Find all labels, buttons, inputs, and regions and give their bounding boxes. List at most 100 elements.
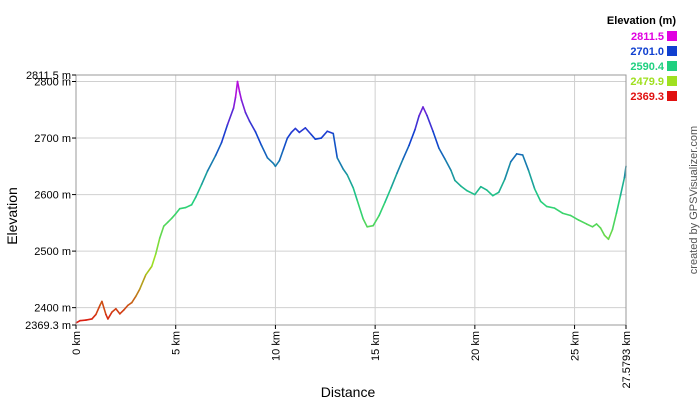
legend-value: 2811.5 [631, 31, 664, 43]
profile-segment [314, 137, 323, 140]
profile-segment [414, 115, 420, 131]
profile-segment [214, 141, 223, 157]
legend-title: Elevation (m) [607, 15, 676, 27]
profile-segment [372, 214, 380, 227]
profile-segment [254, 131, 263, 147]
profile-segment [561, 212, 572, 217]
profile-segment [474, 185, 482, 196]
profile-segment [418, 106, 424, 117]
profile-segment [527, 170, 536, 190]
profile-segment [286, 131, 293, 139]
profile-segment [248, 120, 257, 133]
x-axis-tick-labels: 0 km 5 km 10 km 15 km 20 km 25 km 27.5793 km [71, 325, 633, 388]
profile-segment [95, 304, 101, 316]
profile-segment [274, 159, 281, 168]
profile-segment [569, 214, 580, 221]
profile-segment [515, 153, 524, 156]
profile-segment [432, 130, 440, 150]
profile-segment [79, 319, 87, 322]
y-tick-label: 2400 m [34, 303, 71, 315]
x-tick-label: 27.5793 km [621, 331, 633, 388]
profile-segment [240, 99, 247, 114]
profile-segment [444, 158, 452, 172]
x-tick-label: 20 km [470, 331, 482, 361]
profile-segment [304, 127, 313, 136]
legend-value: 2590.4 [630, 61, 665, 73]
profile-segment [85, 318, 93, 321]
profile-segment [101, 300, 107, 316]
profile-segment [244, 111, 251, 122]
profile-segment [266, 157, 275, 165]
x-tick-label: 15 km [370, 331, 382, 361]
profile-segment [91, 313, 97, 320]
profile-segment [174, 207, 181, 215]
profile-segment [356, 199, 364, 220]
profile-segment [115, 307, 121, 315]
legend-value: 2479.9 [630, 76, 664, 88]
legend: Elevation (m) 2811.5 2701.0 2590.4 2479.9 23… [607, 15, 677, 103]
legend-swatch [667, 31, 677, 41]
profile-segment [220, 123, 229, 144]
profile-segment [497, 178, 506, 194]
credit-text: created by GPSVisualizer.com [688, 126, 700, 274]
legend-swatch [667, 46, 677, 56]
profile-segment [336, 157, 345, 170]
profile-segment [553, 207, 564, 215]
y-tick-label: 2700 m [34, 133, 71, 145]
profile-segment [438, 147, 446, 160]
profile-segment [486, 189, 494, 197]
profile-segment [509, 153, 518, 163]
y-tick-label: 2811.5 m [26, 70, 71, 82]
profile-segment [577, 219, 588, 225]
profile-segment [310, 133, 317, 140]
y-tick-label: 2800 m [34, 77, 71, 89]
profile-segment [139, 274, 147, 290]
profile-segment [466, 189, 476, 196]
profile-segment [454, 179, 462, 187]
profile-segment [342, 168, 349, 176]
axes [75, 74, 627, 326]
profile-segment [232, 96, 237, 109]
profile-segment [145, 265, 153, 276]
profile-segment [282, 137, 289, 151]
profile-segment [131, 295, 137, 304]
profile-segment [384, 186, 392, 203]
profile-segment [107, 311, 113, 320]
profile-segment [362, 218, 368, 228]
profile-segment [260, 144, 269, 159]
x-tick-label: 0 km [71, 331, 83, 355]
profile-segment [607, 228, 614, 241]
profile-segment [422, 106, 428, 117]
profile-segment [162, 221, 169, 228]
profile-segment [390, 172, 398, 189]
profile-segment [599, 227, 606, 237]
profile-segment [206, 154, 217, 172]
x-tick-label: 25 km [570, 331, 582, 361]
profile-segment [178, 206, 187, 210]
profile-segment [238, 90, 243, 101]
profile-segment [533, 188, 542, 203]
profile-segment [591, 223, 598, 228]
profile-segment [346, 173, 355, 189]
profile-segment [236, 80, 241, 93]
profile-segment [158, 225, 165, 239]
profile-segment [503, 160, 512, 181]
legend-swatch [667, 91, 677, 101]
legend-value: 2701.0 [630, 46, 664, 58]
profile-segment [408, 128, 416, 147]
x-tick-label: 5 km [171, 331, 183, 355]
profile-segment [326, 130, 335, 135]
profile-segment [491, 191, 500, 197]
profile-segment [611, 212, 618, 231]
profile-segment [154, 237, 161, 255]
grid-lines [75, 74, 627, 326]
profile-segment [226, 107, 235, 126]
profile-segment [619, 176, 626, 197]
profile-segment [190, 196, 197, 206]
x-axis-title: Distance [321, 384, 376, 400]
profile-segment [278, 148, 285, 162]
legend-swatch [667, 76, 677, 86]
x-tick-label: 10 km [270, 331, 282, 361]
profile-segment [200, 170, 209, 186]
